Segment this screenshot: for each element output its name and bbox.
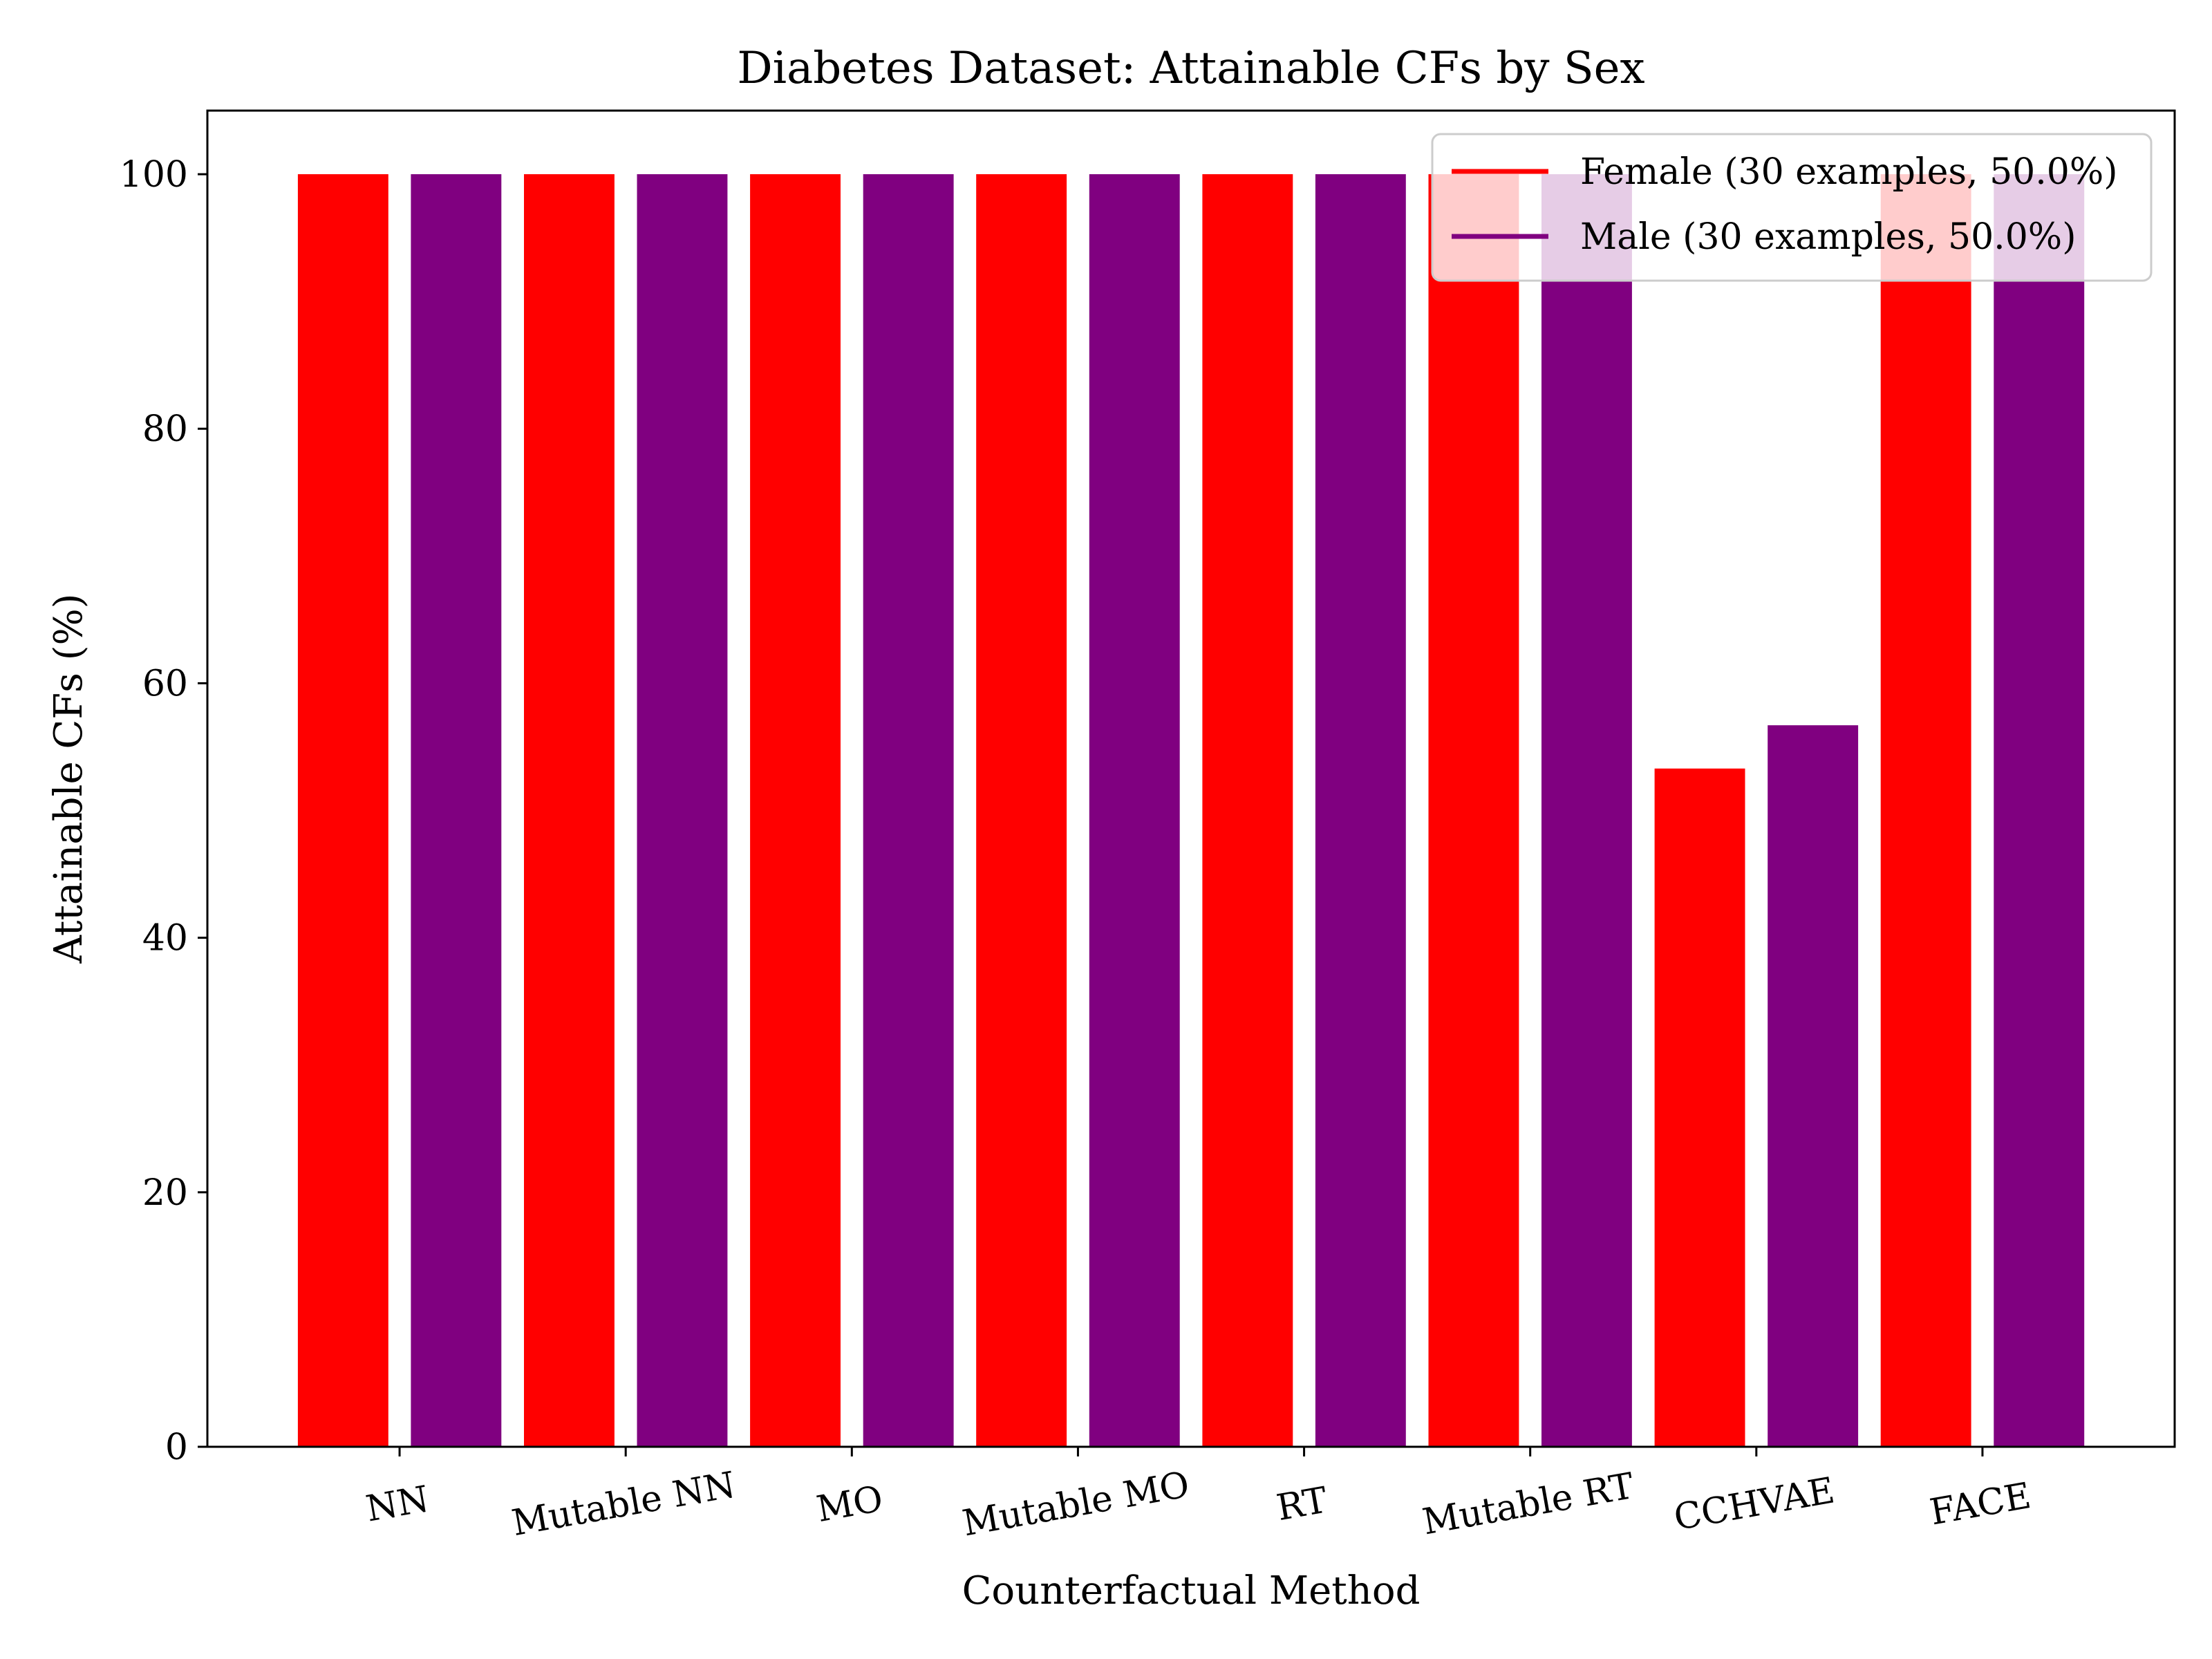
x-tick-label: MO [814,1478,886,1530]
bar-female-5 [1428,174,1519,1447]
bar-female-2 [750,174,841,1447]
x-tick-label: CCHVAE [1671,1470,1837,1539]
bar-female-4 [1202,174,1293,1447]
y-tick-label: 80 [142,409,188,450]
bar-male-6 [1768,725,1859,1447]
y-tick-label: 40 [142,918,188,959]
bar-female-7 [1880,174,1971,1447]
x-tick-label: Mutable RT [1419,1465,1637,1544]
y-tick-label: 100 [120,154,188,196]
x-tick-label: Mutable MO [959,1464,1192,1545]
legend: Female (30 examples, 50.0%) Male (30 exa… [1431,133,2153,282]
bar-male-5 [1541,174,1632,1447]
y-axis: 0 20 40 60 80 100 [120,154,207,1468]
x-axis: NN Mutable NN MO Mutable MO RT Mutable RT CCHV… [363,1447,2034,1545]
bar-female-1 [524,174,615,1447]
bar-female-3 [976,174,1067,1447]
bar-male-2 [863,174,954,1447]
legend-box [1431,133,2153,282]
bar-male-4 [1315,174,1406,1447]
x-axis-label: Counterfactual Method [962,1568,1421,1613]
bar-male-7 [1994,174,2085,1447]
bar-male-3 [1089,174,1180,1447]
x-tick-label: NN [363,1479,432,1530]
x-tick-label: FACE [1927,1475,2034,1534]
y-tick-label: 20 [142,1172,188,1214]
x-tick-label: Mutable NN [509,1464,738,1544]
plot-area [297,174,2085,1447]
y-tick-label: 60 [142,663,188,704]
y-tick-label: 0 [165,1427,188,1468]
bar-female-6 [1654,768,1745,1447]
bar-male-0 [411,174,502,1447]
bar-male-1 [637,174,728,1447]
bar-female-0 [297,174,388,1447]
legend-label-female: Female (30 examples, 50.0%) [1580,151,2118,193]
plot-frame [206,109,2176,1448]
chart-title: Diabetes Dataset: Attainable CFs by Sex [737,43,1644,94]
x-tick-label: RT [1273,1479,1331,1529]
y-axis-label: Attainable CFs (%) [46,593,91,964]
legend-label-male: Male (30 examples, 50.0%) [1580,216,2077,258]
